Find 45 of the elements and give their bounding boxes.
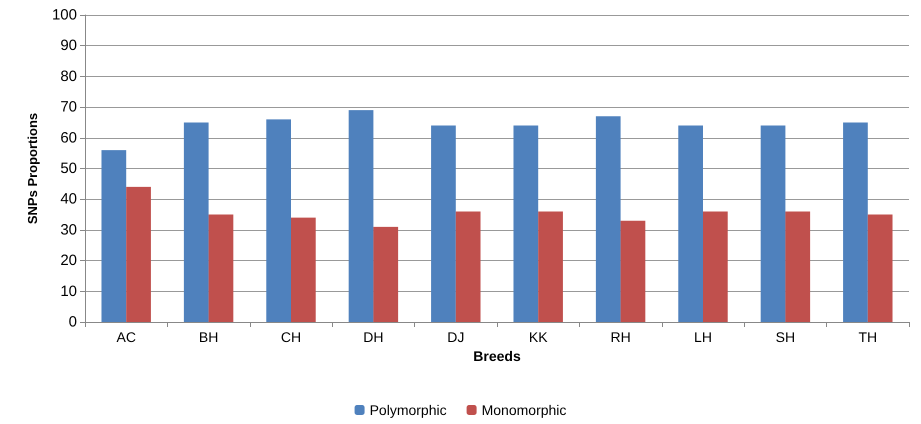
bar	[101, 150, 126, 322]
legend-label: Monomorphic	[482, 402, 566, 418]
bar	[513, 126, 538, 322]
bar	[266, 119, 291, 322]
bar	[126, 186, 151, 322]
y-tick-label: 80	[60, 68, 77, 85]
bar	[184, 122, 209, 322]
x-tick-label: KK	[528, 329, 548, 345]
bar	[703, 211, 728, 322]
x-tick-label: DJ	[447, 329, 464, 345]
y-tick-label: 10	[60, 282, 77, 300]
x-tick-label: AC	[116, 329, 136, 345]
bar	[373, 226, 398, 322]
bar	[678, 126, 703, 322]
y-axis-title: SNPs Proportions	[25, 112, 40, 224]
y-tick-label: 30	[60, 221, 77, 238]
y-tick-label: 100	[52, 6, 77, 24]
bar	[868, 214, 893, 322]
bar	[843, 122, 868, 322]
bar	[760, 126, 786, 322]
x-tick-label: TH	[858, 329, 878, 345]
y-tick-label: 50	[60, 160, 77, 177]
bar	[431, 126, 456, 322]
x-tick-label: RH	[610, 329, 631, 345]
x-tick-label: DH	[363, 329, 384, 345]
bar	[596, 116, 621, 322]
bar	[538, 211, 563, 322]
x-axis-title: Breeds	[473, 348, 521, 364]
x-tick-label: SH	[776, 329, 796, 345]
y-tick-label: 60	[60, 129, 77, 146]
x-tick-label: LH	[694, 329, 712, 345]
bar	[348, 110, 374, 322]
x-tick-label: BH	[198, 329, 218, 345]
y-tick-label: 90	[60, 37, 77, 54]
bar	[785, 211, 810, 322]
y-tick-label: 70	[60, 98, 77, 116]
bar	[620, 220, 646, 322]
y-tick-label: 0	[68, 314, 77, 330]
bar	[291, 218, 316, 322]
x-tick-label: CH	[280, 329, 302, 345]
legend-label: Polymorphic	[370, 402, 447, 418]
y-tick-label: 20	[60, 252, 77, 270]
bar	[208, 214, 234, 322]
y-tick-label: 40	[60, 190, 77, 208]
bar	[456, 211, 481, 322]
